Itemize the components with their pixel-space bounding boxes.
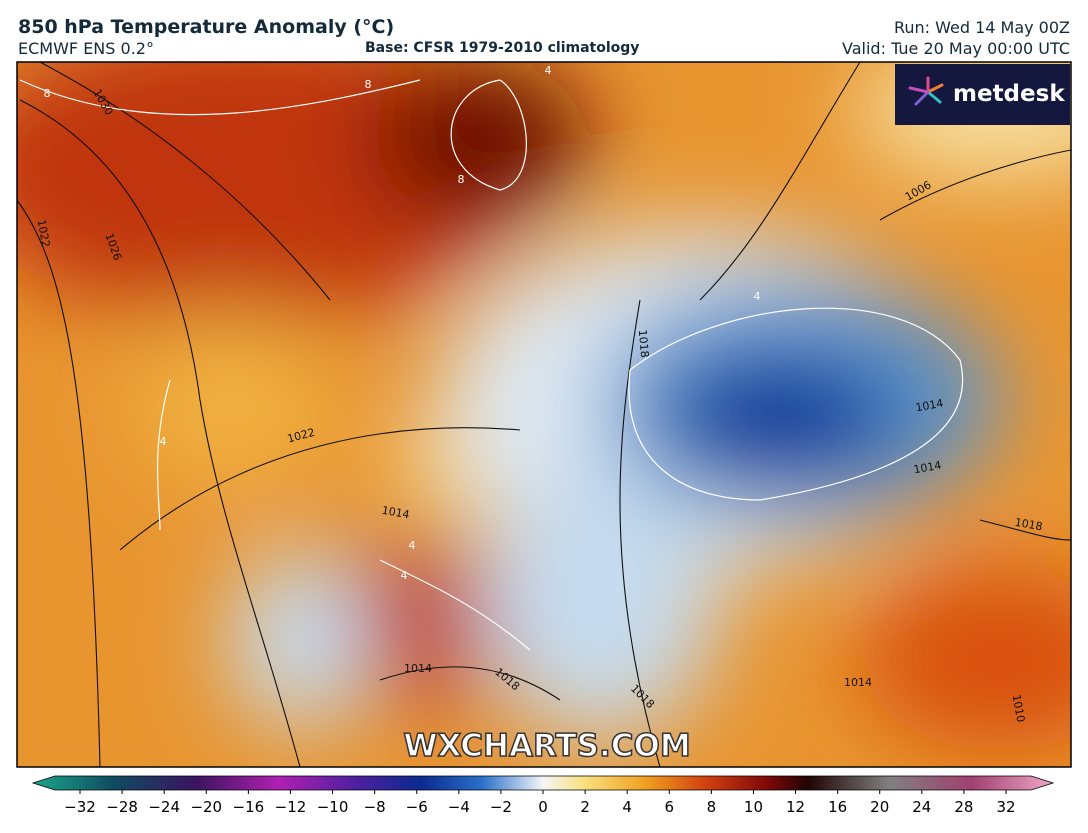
map-field — [17, 62, 1071, 767]
colorbar-label: 20 — [870, 798, 889, 816]
run: Run: Wed 14 May 00Z — [894, 18, 1070, 37]
contour-label: 8 — [365, 78, 372, 91]
contour-label: 4 — [754, 290, 761, 303]
colorbar-label: −6 — [406, 798, 428, 816]
contour-label: 4 — [409, 539, 416, 552]
anomaly-contours — [19, 79, 963, 651]
contour-label: 1022 — [35, 218, 53, 248]
title: 850 hPa Temperature Anomaly (°C) — [18, 16, 394, 38]
colorbar-label: 2 — [580, 798, 590, 816]
map-frame — [16, 61, 1072, 768]
contour-label: 8 — [458, 173, 465, 186]
colorbar-label: 4 — [622, 798, 632, 816]
watermark: WXCHARTS.COM — [403, 728, 690, 764]
colorbar-label: −4 — [448, 798, 470, 816]
logo-icon — [908, 76, 944, 106]
colorbar-label: 32 — [996, 798, 1015, 816]
contour-label: 4 — [545, 64, 552, 77]
colorbar-label: −28 — [106, 798, 138, 816]
valid: Valid: Tue 20 May 00:00 UTC — [842, 39, 1070, 58]
colorbar-label: 8 — [707, 798, 717, 816]
contour-label: 1018 — [636, 329, 651, 358]
colorbar-label: −16 — [233, 798, 265, 816]
colorbar-label: −12 — [275, 798, 307, 816]
isobars — [17, 62, 1071, 767]
colorbar-label: 28 — [954, 798, 973, 816]
colorbar-label: −8 — [364, 798, 386, 816]
colorbar-label: 0 — [538, 798, 548, 816]
colorbar-label: −24 — [148, 798, 180, 816]
contour-label: 4 — [401, 569, 408, 582]
contour-label: 8 — [44, 87, 51, 100]
contour-label: 1018 — [1014, 516, 1044, 534]
colorbar-label: 24 — [912, 798, 931, 816]
model: ECMWF ENS 0.2° — [18, 39, 154, 58]
colorbar-label: 10 — [744, 798, 763, 816]
colorbar-label: −2 — [490, 798, 512, 816]
colorbar-label: 6 — [664, 798, 674, 816]
contour-label: 1014 — [404, 662, 432, 675]
contour-label: 1014 — [844, 676, 872, 689]
logo: metdesk — [953, 81, 1065, 107]
colorbar-label: −10 — [317, 798, 349, 816]
contour-label: 4 — [160, 435, 167, 448]
colorbar-label: −32 — [64, 798, 96, 816]
colorbar-label: 16 — [828, 798, 847, 816]
colorbar-label: −20 — [190, 798, 222, 816]
contour-label: 1014 — [914, 397, 944, 415]
base: Base: CFSR 1979-2010 climatology — [365, 40, 639, 56]
contour-label: 1014 — [381, 504, 411, 522]
contour-label: 1014 — [912, 459, 942, 477]
colorbar — [31, 775, 1055, 791]
colorbar-label: 12 — [786, 798, 805, 816]
contour-label: 1010 — [1010, 693, 1028, 723]
